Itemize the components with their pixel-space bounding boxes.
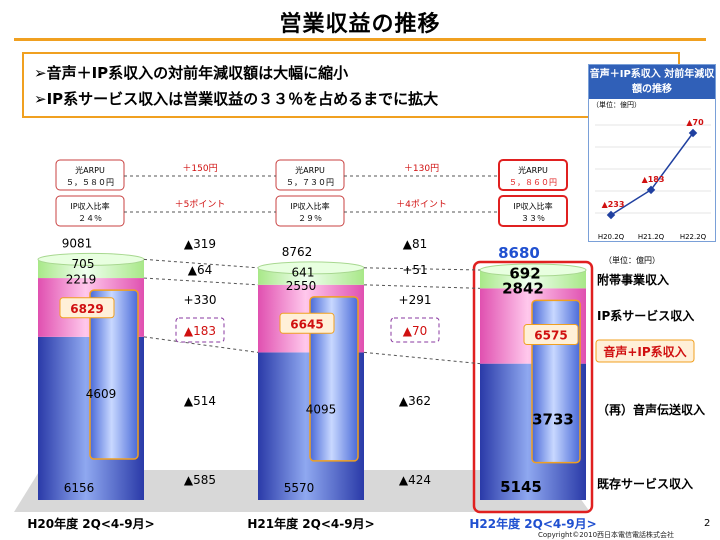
voice-ip-tag — [523, 324, 579, 346]
ratio-value: ２４％ — [78, 214, 102, 223]
arpu-value: ５，５８０円 — [66, 178, 114, 187]
total-label: 8762 — [282, 245, 313, 259]
ratio-diff: ＋5ポイント — [175, 199, 226, 210]
existing-label: 5570 — [284, 481, 315, 495]
arpu-label: 光ARPU — [295, 165, 325, 175]
ip-label: 2842 — [502, 280, 544, 298]
unit-label: （単位：億円） — [604, 255, 660, 265]
voice-label: 3733 — [532, 411, 574, 429]
connector-total — [363, 267, 481, 271]
arpu-value: ５，７３０円 — [286, 178, 334, 187]
voice-ip-label: 6829 — [70, 302, 103, 316]
existing-label: 5145 — [500, 478, 542, 496]
ratio-label: IP収入比率 — [70, 201, 109, 211]
legend-label: 附帯事業収入 — [597, 272, 669, 287]
category-label: H22年度 2Q<4-9月> — [469, 516, 596, 531]
arpu-box — [55, 159, 125, 191]
change-voice: ▲362 — [399, 394, 431, 408]
connector-ip — [363, 284, 481, 289]
voice-ip-tag — [279, 312, 335, 334]
ip-label: 2219 — [66, 272, 97, 286]
ratio-box — [55, 195, 125, 227]
ratio-box — [275, 195, 345, 227]
change-ip: +330 — [184, 293, 217, 307]
change-voice-ip-box — [390, 317, 440, 343]
change-total: ▲319 — [184, 237, 216, 251]
bar-top — [479, 263, 587, 277]
existing-label: 6156 — [64, 481, 95, 495]
page-title: 営業収益の推移 — [279, 12, 441, 37]
change-ip: +291 — [399, 293, 432, 307]
legend-voice-ip-box — [595, 339, 695, 363]
voice-ip-label: 6575 — [534, 329, 567, 343]
voice-label: 4609 — [86, 387, 117, 401]
change-voice: ▲514 — [184, 394, 216, 408]
inset-point-label: ▲70 — [686, 118, 704, 127]
connector-total — [143, 258, 259, 269]
ip-label: 2550 — [286, 279, 317, 293]
category-label: H21年度 2Q<4-9月> — [247, 516, 374, 531]
bullet-2: ➢IP系サービス収入は営業収益の３３％を占めるまでに拡大 — [34, 90, 439, 108]
incidental-label: 692 — [509, 264, 540, 282]
ratio-box — [498, 195, 568, 227]
bullet-1: ➢音声＋IP系収入の対前年減収額は大幅に縮小 — [34, 64, 349, 82]
arpu-diff: ＋150円 — [182, 163, 217, 174]
change-incidental: +51 — [402, 263, 427, 277]
legend-label: 既存サービス収入 — [597, 476, 693, 491]
arpu-box — [498, 159, 568, 191]
change-existing: ▲424 — [399, 473, 431, 487]
arpu-diff: ＋130円 — [404, 163, 439, 174]
voice-label: 4095 — [306, 402, 337, 416]
ratio-value: ３３％ — [521, 214, 545, 223]
inset-tick: H21.2Q — [638, 233, 665, 241]
change-voice-ip: ▲70 — [403, 324, 428, 338]
arpu-label: 光ARPU — [518, 165, 548, 175]
change-voice-ip-box — [175, 317, 225, 343]
incidental-label: 641 — [292, 265, 315, 279]
ratio-label: IP収入比率 — [290, 201, 329, 211]
arpu-value: ５，８６０円 — [509, 178, 557, 187]
connector-ip — [143, 277, 259, 286]
inset-plot: ▲233 H20.2Q ▲183 H21.2Q ▲70 H22.2Q — [595, 118, 711, 241]
connector-existing — [143, 336, 259, 353]
total-label: 8680 — [498, 244, 540, 262]
voice-ip-label: 6645 — [290, 317, 323, 331]
ratio-label: IP収入比率 — [513, 201, 552, 211]
legend-label: IP系サービス収入 — [597, 308, 694, 323]
change-voice-ip: ▲183 — [184, 324, 216, 338]
inset-title: 音声＋IP系収入 対前年減収額の推移 — [589, 65, 715, 99]
voice-ip-box — [89, 289, 139, 460]
arpu-box — [275, 159, 345, 191]
copyright: Copyright©2010西日本電信電話株式会社 — [538, 531, 675, 539]
legend-label: （再）音声伝送収入 — [597, 402, 705, 417]
category-label: H20年度 2Q<4-9月> — [27, 516, 154, 531]
incidental-label: 705 — [72, 257, 95, 271]
inset-tick: H20.2Q — [598, 233, 625, 241]
inset-unit: （単位：億円） — [592, 101, 641, 109]
inset-point-label: ▲233 — [602, 200, 625, 209]
change-existing: ▲585 — [184, 473, 216, 487]
highlight-frame — [472, 260, 594, 514]
inset-point-label: ▲183 — [642, 175, 665, 184]
page-number: 2 — [704, 518, 711, 529]
change-incidental: ▲64 — [188, 263, 213, 277]
summary-box: ➢音声＋IP系収入の対前年減収額は大幅に縮小 ➢IP系サービス収入は営業収益の３… — [22, 52, 680, 118]
ratio-diff: ＋4ポイント — [396, 199, 447, 210]
inset-chart: 音声＋IP系収入 対前年減収額の推移 （単位：億円） ▲233 H20.2Q ▲18… — [588, 64, 716, 242]
voice-ip-box — [309, 296, 359, 462]
change-total: ▲81 — [403, 237, 428, 251]
ratio-value: ２９％ — [298, 214, 322, 223]
voice-ip-tag — [59, 297, 115, 319]
total-label: 9081 — [62, 236, 93, 250]
inset-tick: H22.2Q — [680, 233, 707, 241]
arpu-label: 光ARPU — [75, 165, 105, 175]
title-underline — [14, 38, 706, 41]
connector-existing — [363, 351, 481, 365]
legend-label: 音声+IP系収入 — [603, 344, 686, 359]
